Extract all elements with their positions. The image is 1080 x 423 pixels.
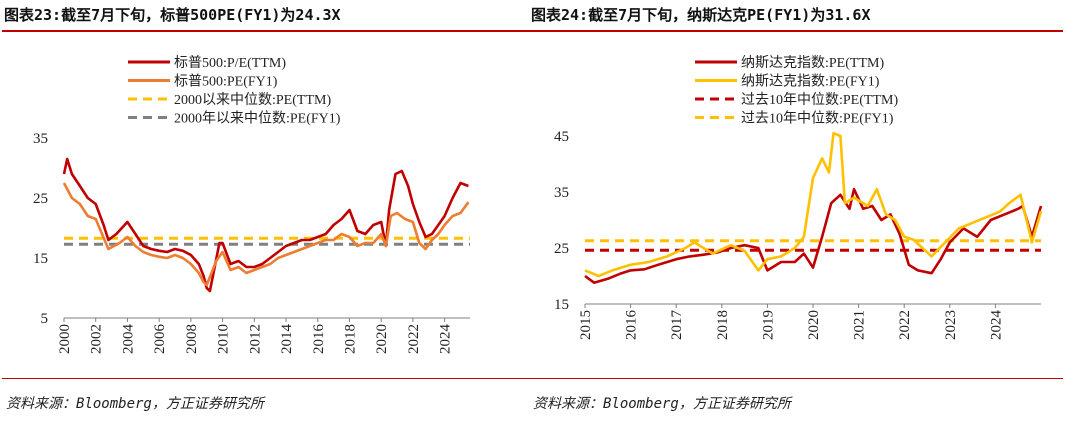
x-tick-label: 2014: [279, 324, 295, 355]
y-tick-label: 5: [41, 311, 49, 327]
chart-title: 图表24:截至7月下旬，纳斯达克PE(FY1)为31.6X: [531, 6, 871, 24]
series-line: [62, 182, 470, 287]
x-tick-label: 2018: [342, 324, 358, 354]
y-tick-label: 45: [554, 129, 569, 145]
legend-label: 2000以来中位数:PE(TTM): [174, 92, 331, 108]
x-tick-label: 2018: [715, 310, 731, 340]
chart-panel-nasdaq: 图表24:截至7月下旬，纳斯达克PE(FY1)为31.6X 纳斯达克指数:PE(…: [527, 0, 1065, 423]
y-tick-label: 15: [33, 251, 48, 267]
x-tick-label: 2022: [897, 310, 913, 340]
title-divider: [2, 30, 536, 32]
x-tick-label: 2010: [216, 324, 232, 354]
source-divider: [529, 378, 1063, 379]
x-tick-label: 2023: [943, 310, 959, 340]
source-divider: [2, 378, 536, 379]
legend-label: 过去10年中位数:PE(FY1): [741, 111, 894, 127]
x-tick-label: 2008: [184, 324, 200, 354]
x-tick-label: 2015: [578, 310, 594, 340]
chart-panel-sp500: 图表23:截至7月下旬，标普500PE(FY1)为24.3X 标普500:P/E…: [0, 0, 538, 423]
y-tick-label: 25: [554, 241, 569, 257]
x-tick-label: 2002: [89, 324, 105, 354]
source-note: 资料来源：Bloomberg，方正证券研究所: [533, 396, 791, 412]
legend-label: 纳斯达克指数:PE(FY1): [741, 74, 880, 90]
chart-title: 图表23:截至7月下旬，标普500PE(FY1)为24.3X: [4, 6, 341, 24]
nasdaq-pe-chart: 纳斯达克指数:PE(TTM) 纳斯达克指数:PE(FY1) 过去10年中位数:PE(…: [554, 55, 1043, 341]
x-tick-label: 2022: [406, 324, 422, 354]
source-note: 资料来源：Bloomberg，方正证券研究所: [6, 396, 264, 412]
legend-label: 纳斯达克指数:PE(TTM): [741, 55, 884, 71]
x-tick-label: 2024: [438, 324, 454, 355]
sp500-pe-chart: 标普500:P/E(TTM) 标普500:PE(FY1) 2000以来中位数:PE(…: [33, 55, 470, 355]
x-tick-label: 2016: [311, 324, 327, 355]
y-tick-label: 35: [554, 185, 569, 201]
legend-label: 2000年以来中位数:PE(FY1): [174, 111, 341, 127]
legend-label: 过去10年中位数:PE(TTM): [741, 92, 898, 108]
x-tick-label: 2000: [57, 324, 73, 354]
x-tick-label: 2024: [988, 310, 1004, 341]
x-tick-label: 2004: [120, 324, 136, 355]
x-tick-label: 2017: [669, 310, 685, 341]
y-tick-label: 25: [33, 191, 48, 207]
title-divider: [529, 30, 1063, 32]
x-tick-label: 2012: [247, 324, 263, 354]
series-line: [584, 187, 1043, 284]
x-tick-label: 2020: [806, 310, 822, 340]
x-tick-label: 2016: [624, 310, 640, 341]
y-tick-label: 15: [554, 297, 569, 313]
x-tick-label: 2021: [852, 310, 868, 340]
legend-label: 标普500:PE(FY1): [174, 74, 278, 90]
x-tick-label: 2020: [374, 324, 390, 354]
x-tick-label: 2019: [760, 310, 776, 340]
series-line: [62, 157, 469, 293]
series-line: [584, 131, 1043, 278]
legend-label: 标普500:P/E(TTM): [174, 55, 286, 71]
y-tick-label: 35: [33, 131, 48, 147]
x-tick-label: 2006: [152, 324, 168, 355]
